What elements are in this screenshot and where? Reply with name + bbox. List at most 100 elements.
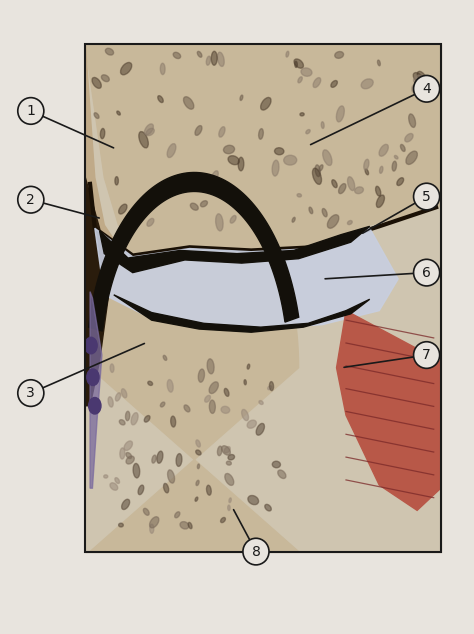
Ellipse shape: [171, 416, 176, 427]
Ellipse shape: [244, 380, 246, 385]
Ellipse shape: [153, 191, 159, 196]
Ellipse shape: [375, 186, 381, 196]
Ellipse shape: [18, 380, 44, 406]
Ellipse shape: [224, 446, 230, 453]
Ellipse shape: [313, 77, 321, 87]
Text: 2: 2: [27, 193, 35, 207]
Ellipse shape: [167, 144, 176, 158]
Text: 5: 5: [422, 190, 431, 204]
Ellipse shape: [332, 179, 337, 188]
Ellipse shape: [108, 397, 113, 407]
Ellipse shape: [256, 424, 264, 435]
Text: 1: 1: [27, 104, 35, 118]
Ellipse shape: [222, 446, 230, 455]
Ellipse shape: [197, 464, 200, 469]
Ellipse shape: [409, 114, 416, 127]
Ellipse shape: [110, 482, 118, 490]
Ellipse shape: [405, 134, 413, 142]
Ellipse shape: [347, 221, 352, 224]
Text: 4: 4: [422, 82, 431, 96]
Ellipse shape: [211, 171, 219, 181]
Ellipse shape: [286, 51, 289, 57]
Ellipse shape: [117, 111, 120, 115]
Ellipse shape: [272, 160, 279, 176]
Ellipse shape: [220, 517, 226, 522]
Ellipse shape: [196, 481, 199, 486]
Ellipse shape: [206, 56, 210, 65]
Ellipse shape: [272, 461, 281, 468]
Ellipse shape: [160, 402, 165, 407]
Ellipse shape: [180, 522, 189, 529]
Ellipse shape: [238, 157, 244, 171]
Ellipse shape: [188, 522, 192, 529]
Ellipse shape: [191, 203, 198, 210]
Circle shape: [89, 398, 101, 414]
Ellipse shape: [164, 483, 169, 493]
Ellipse shape: [247, 420, 256, 428]
Ellipse shape: [319, 165, 323, 171]
Ellipse shape: [392, 161, 397, 171]
Ellipse shape: [292, 217, 295, 222]
Ellipse shape: [377, 60, 380, 66]
Ellipse shape: [337, 106, 344, 122]
Ellipse shape: [322, 209, 327, 217]
Ellipse shape: [145, 124, 154, 135]
Ellipse shape: [18, 186, 44, 213]
Ellipse shape: [413, 183, 440, 210]
Ellipse shape: [196, 440, 201, 447]
Ellipse shape: [197, 51, 202, 57]
Ellipse shape: [331, 81, 337, 87]
Ellipse shape: [243, 538, 269, 565]
Ellipse shape: [323, 150, 332, 165]
Ellipse shape: [138, 485, 144, 495]
Ellipse shape: [118, 204, 127, 214]
Ellipse shape: [163, 355, 167, 360]
Ellipse shape: [150, 517, 159, 528]
Ellipse shape: [131, 413, 138, 425]
Circle shape: [87, 369, 99, 385]
Ellipse shape: [110, 364, 114, 372]
Ellipse shape: [122, 499, 130, 510]
Ellipse shape: [244, 204, 249, 213]
Ellipse shape: [315, 165, 320, 177]
Ellipse shape: [198, 369, 204, 382]
Ellipse shape: [397, 178, 404, 186]
Ellipse shape: [218, 446, 222, 456]
Ellipse shape: [309, 207, 313, 214]
Ellipse shape: [347, 177, 355, 191]
Ellipse shape: [143, 508, 149, 515]
Ellipse shape: [228, 156, 239, 165]
Text: 3: 3: [27, 386, 35, 400]
Ellipse shape: [425, 195, 431, 206]
Ellipse shape: [274, 148, 284, 155]
Ellipse shape: [328, 215, 339, 228]
Ellipse shape: [379, 145, 388, 156]
Ellipse shape: [413, 75, 424, 84]
Ellipse shape: [268, 385, 272, 390]
Polygon shape: [95, 228, 398, 328]
Ellipse shape: [196, 450, 201, 455]
Polygon shape: [100, 226, 370, 273]
Ellipse shape: [94, 113, 99, 119]
Ellipse shape: [100, 129, 105, 139]
Ellipse shape: [401, 145, 405, 152]
Ellipse shape: [201, 201, 208, 207]
Ellipse shape: [18, 98, 44, 124]
Ellipse shape: [335, 51, 344, 58]
Ellipse shape: [269, 382, 273, 391]
Ellipse shape: [168, 470, 174, 483]
Ellipse shape: [413, 342, 440, 368]
Ellipse shape: [338, 184, 346, 193]
Ellipse shape: [119, 420, 125, 425]
Text: 8: 8: [252, 545, 260, 559]
Ellipse shape: [121, 389, 127, 398]
Text: 7: 7: [422, 348, 431, 362]
Ellipse shape: [175, 512, 180, 518]
Ellipse shape: [148, 381, 153, 385]
Ellipse shape: [146, 128, 155, 136]
Ellipse shape: [228, 455, 235, 460]
Ellipse shape: [298, 77, 302, 83]
Ellipse shape: [301, 68, 312, 76]
Ellipse shape: [157, 451, 163, 463]
Ellipse shape: [207, 359, 214, 374]
